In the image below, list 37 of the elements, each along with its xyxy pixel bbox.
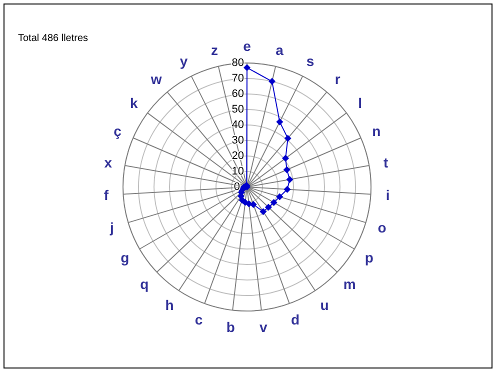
spoke-label: j: [108, 219, 114, 236]
spoke-label: v: [259, 319, 268, 336]
spoke-label: a: [276, 42, 284, 58]
y-tick-label: 0: [234, 181, 240, 193]
spoke-label: r: [334, 70, 341, 87]
spoke-label: g: [120, 250, 130, 266]
spoke-label: u: [320, 296, 329, 313]
spoke-label: p: [364, 250, 374, 266]
spoke-label: l: [358, 94, 362, 111]
spoke-label: t: [384, 154, 389, 171]
spoke-label: y: [180, 53, 188, 69]
spoke-label: z: [210, 42, 218, 58]
spoke-label: e: [243, 38, 252, 54]
y-tick-label: 40: [232, 119, 244, 131]
y-tick-label: 30: [232, 134, 244, 146]
spoke-label: m: [343, 276, 356, 292]
spoke-label: q: [140, 276, 149, 292]
spoke-label: d: [290, 311, 300, 328]
chart-title: Total 486 lletres: [18, 33, 88, 44]
spoke-label: f: [104, 187, 109, 204]
spoke-label: n: [372, 123, 381, 140]
spoke-label: s: [306, 53, 314, 69]
spoke-label: ç: [114, 123, 122, 140]
y-tick-label: 60: [232, 88, 244, 100]
y-tick-label: 10: [232, 166, 244, 178]
y-tick-label: 80: [232, 57, 244, 69]
y-tick-label: 20: [232, 150, 244, 162]
spoke-label: x: [104, 154, 112, 171]
y-tick-label: 50: [232, 104, 244, 116]
spoke-label: k: [130, 94, 138, 111]
spoke-label: b: [226, 319, 235, 336]
spoke-label: i: [386, 187, 390, 204]
spoke-label: o: [378, 219, 386, 236]
y-tick-label: 70: [232, 72, 244, 84]
spoke-label: c: [194, 311, 203, 328]
spoke-label: h: [165, 296, 174, 313]
spoke-label: w: [150, 70, 162, 87]
